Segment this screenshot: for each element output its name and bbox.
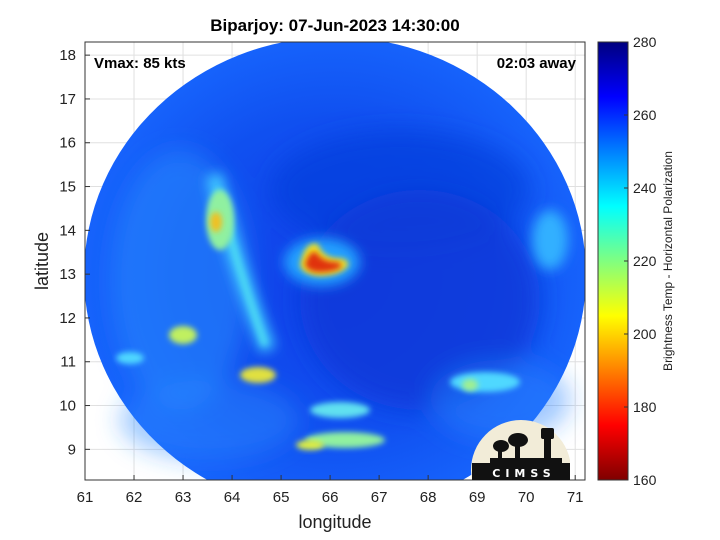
eye-warm-core (284, 238, 360, 286)
colorbar-tick-label: 180 (633, 399, 657, 415)
y-tick-label: 18 (59, 47, 76, 64)
colorbar-tick-label: 260 (633, 107, 657, 123)
x-axis: 61 62 63 64 65 66 67 68 69 70 71 (77, 475, 584, 506)
colorbar-tick-label: 240 (633, 180, 657, 196)
y-tick-label: 13 (59, 266, 76, 283)
y-tick-label: 14 (59, 222, 76, 239)
y-tick-label: 11 (60, 354, 76, 371)
colorbar-label: Brightness Temp - Horizontal Polarizatio… (661, 151, 675, 371)
plot-frame (84, 41, 586, 481)
y-axis-label: latitude (32, 232, 52, 290)
logo-text: CIMSS (492, 467, 555, 480)
chart-title: Biparjoy: 07-Jun-2023 14:30:00 (210, 16, 459, 35)
x-tick-label: 62 (126, 489, 143, 506)
y-tick-label: 16 (59, 135, 76, 152)
colorbar (597, 41, 629, 481)
y-tick-label: 9 (68, 441, 76, 458)
time-away-annotation: 02:03 away (497, 55, 577, 72)
x-tick-label: 66 (322, 489, 339, 506)
swath-texture (110, 130, 570, 460)
x-tick-label: 68 (420, 489, 437, 506)
y-axis: 9 10 11 12 13 14 15 16 17 18 (59, 47, 90, 458)
colorbar-tick-label: 280 (633, 34, 657, 50)
x-tick-label: 67 (371, 489, 388, 506)
colorbar-tick-label: 220 (633, 253, 657, 269)
x-tick-label: 63 (175, 489, 192, 506)
x-tick-label: 65 (273, 489, 290, 506)
colorbar-tick-label: 160 (633, 472, 657, 488)
colorbar-tick-label: 200 (633, 326, 657, 342)
x-tick-label: 61 (77, 489, 94, 506)
y-tick-label: 12 (59, 310, 76, 327)
vmax-annotation: Vmax: 85 kts (94, 55, 186, 72)
y-tick-label: 10 (59, 398, 76, 415)
x-tick-label: 71 (567, 489, 584, 506)
y-tick-label: 15 (59, 179, 76, 196)
x-axis-label: longitude (298, 512, 371, 532)
colorbar-ticks: 280 260 240 220 200 180 160 (624, 34, 657, 488)
x-tick-label: 70 (518, 489, 535, 506)
y-tick-label: 17 (59, 91, 76, 108)
x-tick-label: 69 (469, 489, 486, 506)
rainbands (116, 173, 568, 450)
x-tick-label: 64 (224, 489, 241, 506)
cimss-logo: CIMSS (470, 419, 570, 480)
